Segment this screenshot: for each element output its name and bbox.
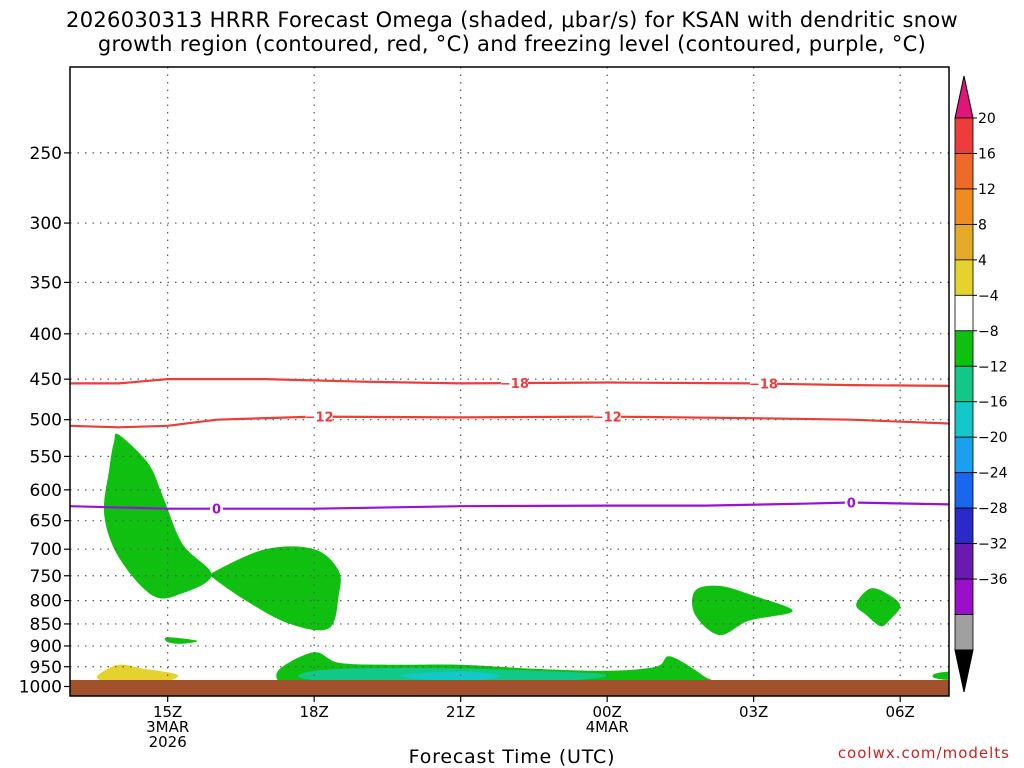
x-tick-label-18-0: 18Z [299, 703, 328, 721]
colorbar-label-13: −36 [978, 572, 1008, 588]
colorbar: 20 16 12 8 4 −4 −8 −12 −16 −20 −24 −28 −32 −36 [954, 75, 1008, 693]
x-tick-label-30-0: 06Z [885, 703, 914, 721]
contour-label--18-1: −18 [749, 378, 778, 393]
contour-label-0-0: 0 [212, 503, 221, 518]
colorbar-label-12: −32 [978, 537, 1008, 553]
colorbar-swatch-9 [954, 436, 974, 474]
colorbar-label-10: −24 [978, 466, 1008, 482]
y-tick-label-1000: 1000 [19, 677, 62, 697]
chart-title-line2: growth region (contoured, red, °C) and f… [97, 32, 927, 56]
contour-0 [70, 501, 949, 510]
y-tick-label-900: 900 [30, 637, 62, 657]
colorbar-swatch-8 [954, 401, 974, 438]
y-tick-label-500: 500 [30, 411, 62, 431]
colorbar-bottom-arrow [954, 649, 974, 693]
y-tick-label-350: 350 [30, 273, 62, 293]
colorbar-swatch-13 [954, 578, 974, 615]
contour-label-bg--18-1 [749, 376, 777, 391]
x-tick-label-27-0: 03Z [739, 703, 768, 721]
contour-label-bg--18-0 [500, 376, 528, 391]
contour-label-bg--12-1 [593, 409, 621, 424]
colorbar-label-8: −16 [978, 395, 1008, 411]
y-tick-label-750: 750 [30, 567, 62, 587]
contour-label-0-1: 0 [847, 496, 856, 511]
omega-region-5 [400, 671, 500, 681]
y-tick-label-250: 250 [30, 144, 62, 164]
credit-text: coolwx.com/modelts [837, 744, 1010, 762]
contour-label--12-1: −12 [593, 411, 622, 426]
chart-title-line1: 2026030313 HRRR Forecast Omega (shaded, … [66, 8, 958, 32]
contour-label-bg-0-0 [210, 501, 223, 516]
omega-region-0 [103, 433, 212, 599]
omega-region-7 [856, 588, 901, 627]
colorbar-label-11: −28 [978, 501, 1008, 517]
chart-title: 2026030313 HRRR Forecast Omega (shaded, … [0, 8, 1024, 56]
x-tick-label-15-1: 3MAR [146, 718, 189, 736]
y-tick-label-450: 450 [30, 370, 62, 390]
colorbar-label-7: −12 [978, 359, 1008, 375]
colorbar-label-3: 8 [978, 217, 987, 233]
colorbar-swatch-5 [954, 294, 974, 332]
omega-region-1 [206, 546, 341, 631]
colorbar-swatch-0 [954, 117, 974, 154]
omega-region-8 [932, 671, 949, 680]
contour--18 [70, 378, 949, 387]
contour-label--12-0: −12 [305, 411, 334, 426]
contour-label-bg-0-1 [844, 495, 858, 510]
y-tick-label-550: 550 [30, 447, 62, 467]
colorbar-label-1: 16 [978, 146, 996, 162]
colorbar-swatch-11 [954, 507, 974, 544]
colorbar-swatch-4 [954, 259, 974, 296]
colorbar-top-arrow [954, 75, 974, 119]
colorbar-swatch-3 [954, 223, 974, 261]
omega-region-9 [96, 664, 179, 684]
y-tick-label-400: 400 [30, 325, 62, 345]
y-tick-label-600: 600 [30, 481, 62, 501]
temperature-contours: −18 −18 −12 −12 0 0 [70, 376, 949, 518]
contour--12 [70, 415, 949, 429]
x-tick-label-24-1: 4MAR [586, 718, 629, 736]
contour-label-bg--12-0 [305, 409, 333, 424]
colorbar-swatch-12 [954, 543, 974, 580]
omega-region-2 [164, 637, 198, 644]
colorbar-label-2: 12 [978, 182, 996, 198]
x-tick-label-24-0: 00Z [592, 703, 621, 721]
surface-band [70, 680, 949, 696]
colorbar-swatch-10 [954, 472, 974, 509]
x-axis-label: Forecast Time (UTC) [408, 746, 616, 768]
colorbar-swatch-2 [954, 188, 974, 225]
plot-frame [69, 66, 950, 697]
colorbar-swatch-14 [954, 614, 974, 651]
x-tick-label-15-0: 15Z [153, 703, 182, 721]
y-tick-label-300: 300 [30, 214, 62, 234]
y-tick-label-650: 650 [30, 512, 62, 532]
colorbar-label-0: 20 [978, 111, 996, 127]
colorbar-label-4: 4 [978, 253, 987, 269]
x-tick-label-15-2: 2026 [149, 733, 187, 751]
y-tick-label-950: 950 [30, 658, 62, 678]
contour-label--18-0: −18 [500, 377, 529, 392]
colorbar-label-9: −20 [978, 430, 1008, 446]
colorbar-label-5: −4 [978, 288, 999, 304]
omega-region-6 [692, 585, 793, 636]
colorbar-label-6: −8 [978, 324, 999, 340]
colorbar-swatch-1 [954, 153, 974, 190]
pressure-axis: 2503003504004505005506006507007508008509… [19, 144, 70, 697]
y-tick-label-850: 850 [30, 615, 62, 635]
colorbar-swatch-6 [954, 330, 974, 367]
colorbar-swatch-7 [954, 365, 974, 403]
y-tick-label-700: 700 [30, 540, 62, 560]
y-tick-label-800: 800 [30, 592, 62, 612]
x-tick-label-21-0: 21Z [446, 703, 475, 721]
